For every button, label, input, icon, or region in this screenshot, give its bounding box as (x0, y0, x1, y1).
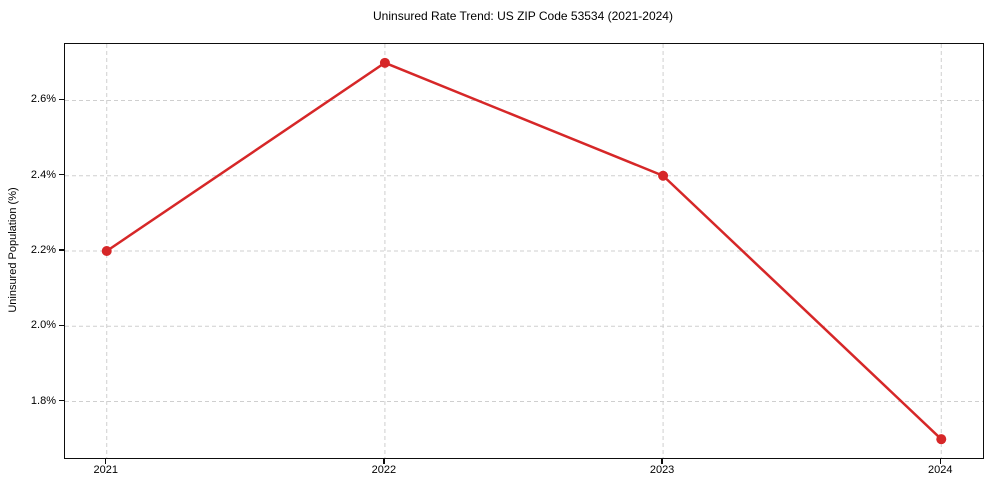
y-tick-label: 2.2% (30, 244, 56, 256)
x-tick-label: 2024 (928, 464, 953, 476)
y-tick-mark (59, 174, 64, 176)
x-tick-label: 2023 (649, 464, 675, 476)
data-point (936, 434, 947, 445)
x-tick-mark (105, 458, 107, 464)
data-point (101, 246, 112, 256)
x-tick-label: 2022 (371, 464, 397, 476)
y-tick-label: 1.8% (30, 394, 56, 407)
chart-title: Uninsured Rate Trend: US ZIP Code 53534 … (373, 9, 673, 23)
y-tick-mark (59, 324, 64, 326)
x-tick-label: 2021 (93, 464, 118, 476)
y-tick-mark (59, 399, 64, 402)
trend-line (105, 61, 943, 441)
x-tick-mark (383, 458, 385, 464)
data-point (658, 170, 669, 181)
y-tick-mark (59, 249, 64, 251)
plot-area (64, 43, 984, 459)
y-tick-label: 2.0% (30, 319, 56, 332)
line-chart-svg (65, 44, 983, 458)
y-tick-mark (59, 98, 64, 101)
x-tick-mark (939, 458, 941, 464)
x-tick-mark (661, 458, 663, 464)
y-tick-label: 2.4% (30, 168, 56, 181)
data-point (379, 57, 390, 68)
y-tick-label: 2.6% (30, 93, 56, 106)
